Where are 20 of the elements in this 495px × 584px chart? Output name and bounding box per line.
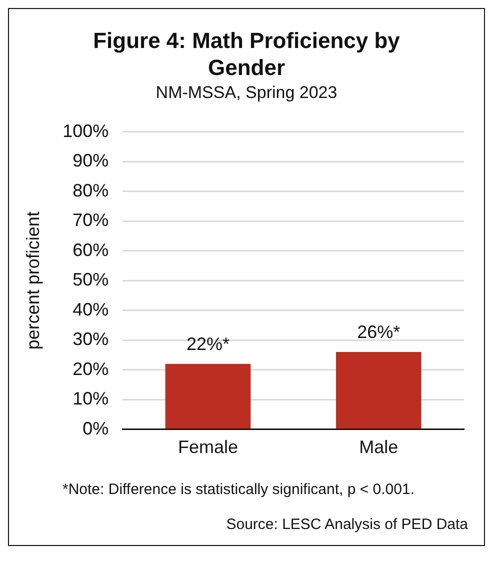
- y-tick-label: 20%: [72, 358, 109, 379]
- y-axis-title: percent proficient: [22, 212, 43, 350]
- y-tick-label: 0%: [82, 418, 109, 438]
- text: *Note: Difference is statistically significant, p < 0.001.: [62, 481, 416, 498]
- y-tick-label: 100%: [62, 120, 109, 141]
- y-tick-label: 50%: [72, 270, 109, 290]
- chart-subtitle: NM-MSSA, Spring 2023: [154, 83, 338, 103]
- y-tick-label: 90%: [72, 150, 109, 171]
- x-tick-label: Female: [178, 437, 238, 458]
- y-tick-label: 10%: [72, 388, 109, 409]
- source-note: Source: LESC Analysis of PED Data: [225, 516, 469, 533]
- data-label: 22%*: [186, 334, 230, 354]
- y-tick-label: 60%: [72, 240, 109, 260]
- y-tick-label: 40%: [72, 299, 109, 320]
- y-tick-label: 30%: [72, 329, 109, 350]
- y-tick-label: 80%: [72, 180, 109, 200]
- x-tick-label: Male: [359, 437, 398, 458]
- y-tick-label: 70%: [72, 210, 109, 230]
- data-label: 26%*: [357, 322, 400, 342]
- chart-title: Figure 4: Math Proficiency by Gender: [92, 27, 401, 81]
